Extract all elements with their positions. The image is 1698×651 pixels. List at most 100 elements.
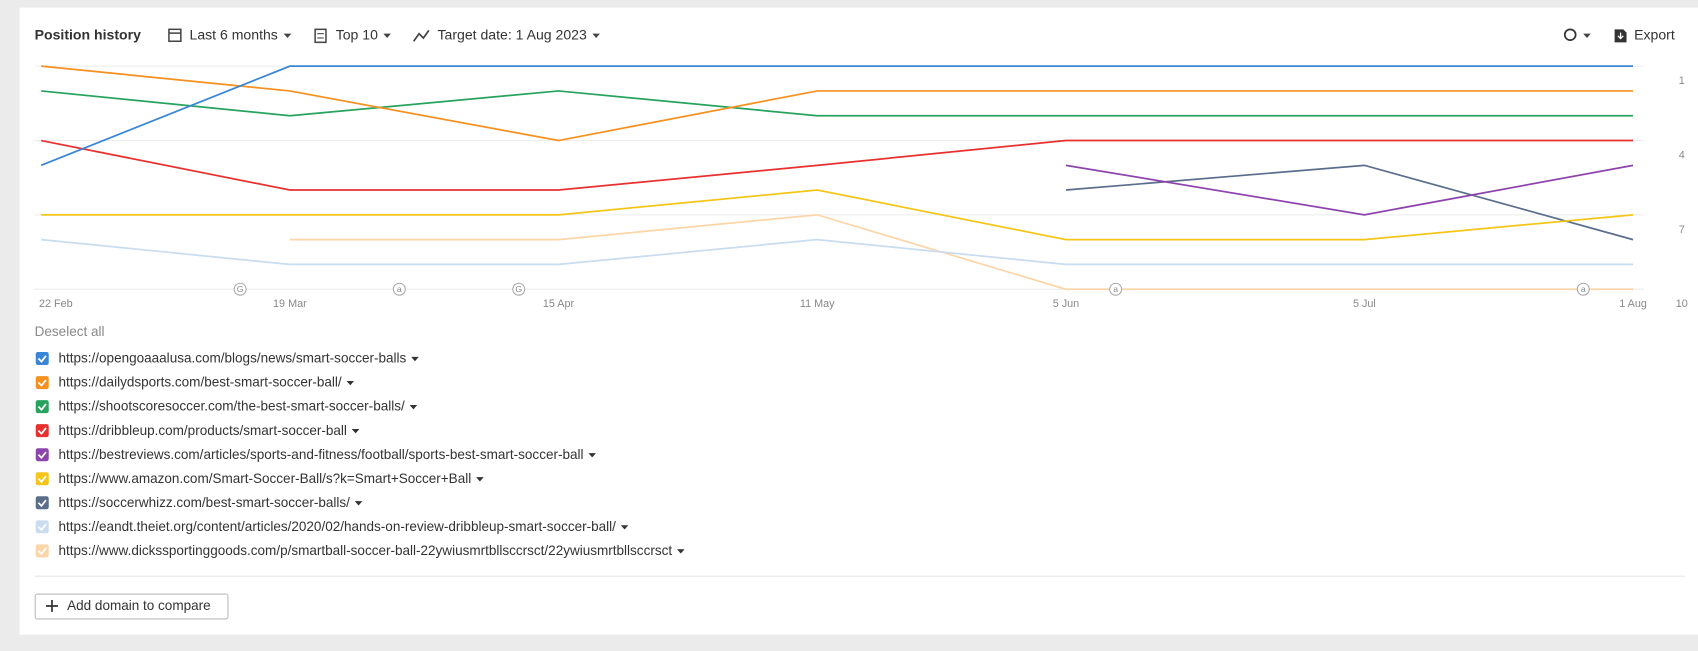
event-marker[interactable] (512, 282, 526, 296)
top-dropdown[interactable]: Top 10 (314, 27, 391, 44)
legend-check (37, 379, 47, 387)
legend-checkbox (35, 544, 49, 558)
legend-item[interactable]: https://dailydsports.com/best-smart-socc… (35, 375, 355, 390)
legend-caret (620, 525, 629, 530)
plus-icon (46, 600, 58, 612)
series-line (41, 90, 1634, 117)
legend-checkbox (35, 352, 49, 366)
caret (1583, 33, 1591, 38)
legend-label: https://www.amazon.com/Smart-Soccer-Ball… (58, 471, 471, 486)
x-tick-label: 5 Jul (1353, 298, 1376, 310)
x-tick-label: 5 Jun (1053, 298, 1079, 310)
legend-checkbox (35, 448, 49, 462)
series-line (1065, 164, 1634, 216)
legend-caret (476, 477, 484, 482)
title: Position history (35, 27, 141, 43)
legend-caret (588, 453, 596, 458)
event-marker-label: a (1581, 284, 1586, 294)
event-marker[interactable] (233, 282, 247, 296)
export-icon-arrow (1617, 32, 1624, 40)
legend-check (37, 403, 47, 411)
legend-caret (676, 549, 685, 554)
add-domain-button[interactable]: Add domain to compare (34, 593, 229, 620)
legend-item[interactable]: https://opengoaaalusa.com/blogs/news/sma… (35, 351, 419, 366)
x-tick-label: 22 Feb (39, 298, 73, 310)
y-tick-label: 10 (1676, 298, 1688, 310)
event-marker-label: a (1113, 284, 1118, 294)
legend-item[interactable]: https://dribbleup.com/products/smart-soc… (35, 423, 360, 438)
chart: 1 4 7 10 22 Feb 19 Mar 15 Apr 11 May 5 Jun 5 Jul 1… (34, 65, 1688, 310)
series-line (41, 189, 1634, 241)
legend-caret (409, 404, 418, 410)
y-tick-label: 7 (1679, 224, 1685, 236)
button-label: Add domain to compare (67, 598, 211, 613)
legend-checkbox (35, 496, 49, 510)
legend-checkbox (35, 472, 49, 486)
legend-checkbox (35, 376, 49, 390)
legend-item[interactable]: https://www.amazon.com/Smart-Soccer-Ball… (35, 471, 484, 486)
top-label: Top 10 (336, 27, 378, 43)
legend-label: https://opengoaaalusa.com/blogs/news/sma… (58, 351, 406, 366)
legend-check (37, 499, 47, 508)
target-date-label: Target date: 1 Aug 2023 (437, 27, 587, 43)
legend-check (37, 475, 47, 484)
legend-caret (411, 356, 419, 362)
x-tick-label: 1 Aug (1619, 298, 1647, 310)
event-marker[interactable] (1576, 282, 1590, 296)
panel (19, 7, 1698, 635)
x-tick-label: 15 Apr (543, 298, 575, 310)
x-tick-label: 11 May (800, 298, 835, 310)
target-date-dropdown[interactable]: Target date: 1 Aug 2023 (412, 27, 600, 43)
button-frame (34, 593, 229, 620)
legend-checkbox (35, 520, 49, 534)
event-marker[interactable] (1109, 282, 1123, 296)
legend-label: https://eandt.theiet.org/content/article… (58, 519, 616, 534)
legend: https://opengoaaalusa.com/blogs/news/sma… (35, 351, 685, 558)
legend-item[interactable]: https://shootscoresoccer.com/the-best-sm… (35, 399, 418, 414)
period-label: Last 6 months (190, 27, 278, 43)
legend-label: https://shootscoresoccer.com/the-best-sm… (58, 399, 405, 414)
legend-label: https://dribbleup.com/products/smart-soc… (58, 423, 346, 438)
legend-item[interactable]: https://www.dickssportinggoods.com/p/sma… (35, 543, 685, 558)
legend-item[interactable]: https://eandt.theiet.org/content/article… (35, 519, 629, 534)
caret (592, 33, 600, 38)
legend-check (37, 547, 47, 556)
legend-checkbox (35, 400, 49, 414)
legend-label: https://soccerwhizz.com/best-smart-socce… (58, 495, 350, 510)
y-tick-label: 4 (1679, 150, 1685, 162)
caret (383, 33, 391, 38)
period-dropdown[interactable]: Last 6 months (168, 27, 292, 43)
series-line (41, 65, 1634, 142)
event-marker-label: G (237, 284, 244, 294)
legend-check (37, 451, 47, 460)
y-tick-label: 1 (1679, 75, 1685, 87)
caret (283, 33, 292, 38)
table-icon (314, 28, 327, 44)
legend-caret (346, 380, 355, 386)
event-marker-label: a (397, 284, 402, 294)
chart-icon (412, 29, 430, 42)
export-label: Export (1634, 27, 1675, 43)
export-button[interactable]: Export (1614, 27, 1675, 43)
deselect-all[interactable]: Deselect all (35, 324, 105, 339)
legend-checkbox (35, 424, 49, 438)
legend-caret (354, 501, 363, 506)
legend-item[interactable]: https://soccerwhizz.com/best-smart-socce… (35, 495, 363, 510)
legend-caret (351, 429, 360, 434)
event-marker-label: G (515, 284, 522, 294)
series-line (40, 65, 1634, 167)
legend-check (37, 427, 47, 435)
legend-item[interactable]: https://bestreviews.com/articles/sports-… (35, 447, 596, 462)
legend-check (37, 355, 47, 363)
comment-icon (1563, 28, 1577, 42)
comment-dropdown[interactable] (1563, 28, 1591, 42)
event-marker[interactable] (392, 282, 406, 296)
legend-label: https://dailydsports.com/best-smart-socc… (58, 375, 341, 390)
x-tick-label: 19 Mar (273, 298, 307, 310)
legend-label: https://www.dickssportinggoods.com/p/sma… (58, 543, 672, 558)
calendar-icon (168, 28, 182, 42)
legend-label: https://bestreviews.com/articles/sports-… (58, 447, 583, 462)
series-line (40, 139, 1634, 191)
